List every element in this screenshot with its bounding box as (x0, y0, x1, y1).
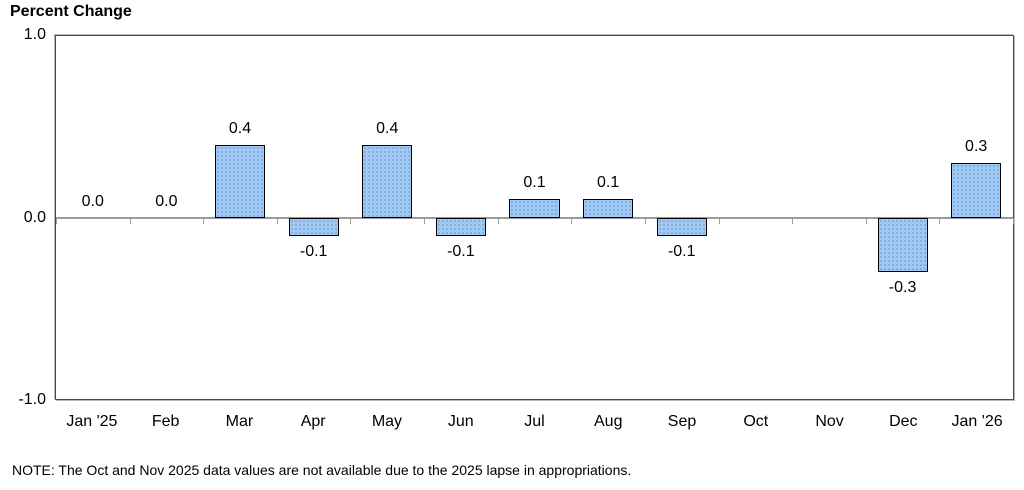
category-slot: 0.0 (130, 36, 204, 399)
x-axis-label: Nov (815, 413, 844, 430)
bar (362, 144, 413, 218)
category-slot: 0.4 (203, 36, 277, 399)
x-axis-label: Apr (300, 413, 326, 430)
category-slot: -0.1 (277, 36, 351, 399)
x-axis-label: Mar (225, 413, 254, 430)
zero-line-tick (276, 217, 278, 224)
zero-line-tick (424, 217, 426, 224)
bar-value-label: 0.1 (523, 174, 546, 192)
bar-value-label: 0.4 (228, 119, 252, 137)
x-axis-label: Dec (889, 413, 918, 430)
zero-axis-line (56, 216, 1013, 219)
bar-value-label: 0.0 (155, 192, 178, 210)
x-axis-label: May (371, 413, 403, 430)
zero-line-tick (56, 217, 57, 224)
zero-line-tick (939, 217, 941, 224)
category-slot: 0.1 (571, 36, 645, 399)
x-axis-label: Jan '25 (66, 413, 118, 430)
category-slot: 0.3 (939, 36, 1013, 399)
bar (435, 217, 486, 236)
category-slot: 0.1 (498, 36, 572, 399)
bar-value-label: -0.3 (888, 278, 917, 296)
zero-line-tick (571, 217, 573, 224)
zero-line-tick (792, 217, 794, 224)
bar (656, 217, 707, 236)
zero-line-tick (350, 217, 352, 224)
category-slot (719, 36, 793, 399)
zero-line-tick (1013, 217, 1014, 224)
zero-line-tick (644, 217, 646, 224)
zero-line-tick (129, 217, 131, 224)
category-slot: 0.4 (350, 36, 424, 399)
bar-value-label: 0.3 (965, 138, 988, 156)
x-axis-label: Feb (151, 413, 180, 430)
bar (288, 217, 339, 236)
zero-line-tick (865, 217, 867, 224)
bar (951, 163, 1002, 218)
bar (877, 217, 928, 272)
x-axis-label: Aug (594, 413, 623, 430)
y-tick-label-top: 1.0 (23, 26, 46, 43)
bar-value-label: 0.0 (81, 192, 104, 210)
x-axis-label: Jul (524, 413, 545, 430)
category-slot: -0.1 (424, 36, 498, 399)
zero-line-tick (718, 217, 720, 224)
category-slot: -0.1 (645, 36, 719, 399)
x-axis-label: Jan '26 (951, 413, 1003, 430)
x-axis-label: Oct (743, 413, 769, 430)
bar-value-label: 0.4 (376, 119, 399, 137)
bar-value-label: -0.1 (299, 242, 328, 260)
bar (214, 144, 266, 218)
plot-area: 0.0 0.0 0.4 -0.1 0.4 -0.1 0.1 0.1 -0.1 -0.3 0.3 (55, 35, 1014, 400)
category-slot: 0.0 (56, 36, 130, 399)
y-tick-label-bottom: -1.0 (18, 391, 46, 408)
bar-value-label: -0.1 (447, 242, 475, 260)
chart-title: Percent Change (10, 3, 132, 20)
bar-value-label: -0.1 (667, 242, 696, 260)
x-axis-label: Jun (447, 413, 474, 430)
category-slot (792, 36, 866, 399)
chart-note: NOTE: The Oct and Nov 2025 data values a… (12, 462, 632, 478)
category-slot: -0.3 (866, 36, 940, 399)
zero-line-tick (203, 217, 205, 224)
x-axis-labels: Jan '25 Feb Mar Apr May Jun Jul Aug Sep Oct Nov Dec… (55, 413, 1014, 431)
x-axis-label: Sep (667, 413, 697, 430)
bar (509, 199, 560, 218)
zero-line-tick (497, 217, 499, 224)
bar (583, 199, 634, 218)
bar-value-label: 0.1 (596, 174, 620, 192)
y-tick-label-zero: 0.0 (23, 209, 46, 226)
